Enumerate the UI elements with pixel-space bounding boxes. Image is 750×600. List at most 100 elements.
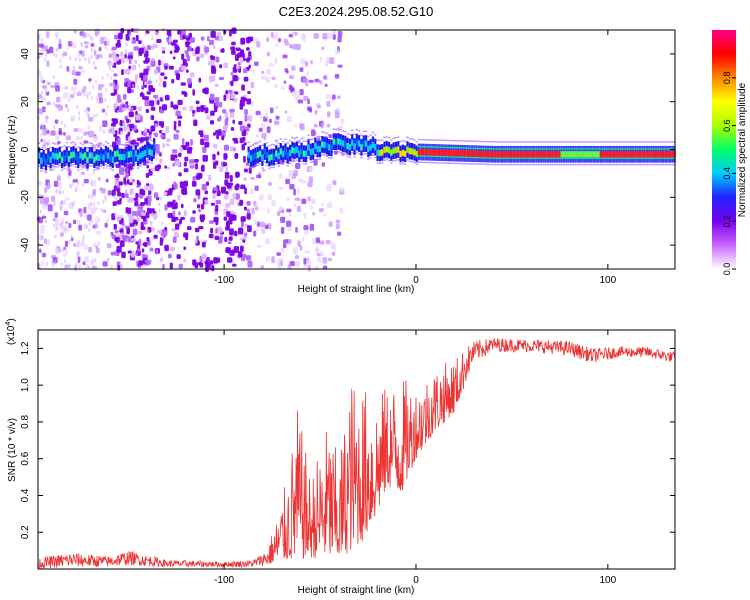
spectrogram-cell bbox=[101, 97, 104, 102]
spectrogram-cell bbox=[539, 148, 543, 150]
spectrogram-cell bbox=[597, 157, 600, 159]
spectrogram-cell bbox=[324, 83, 328, 87]
spectrogram-cell bbox=[223, 153, 228, 160]
spectrogram-cell bbox=[321, 141, 324, 148]
spectrogram-cell bbox=[172, 236, 177, 243]
spectrogram-cell bbox=[84, 44, 89, 49]
spectrogram-cell bbox=[278, 206, 284, 211]
spectrogram-cell bbox=[632, 151, 635, 158]
spectrogram-cell bbox=[273, 120, 280, 126]
spectrogram-cell bbox=[452, 162, 455, 165]
spectrogram-cell bbox=[339, 187, 344, 192]
spectrogram-cell bbox=[133, 197, 138, 201]
spectrogram-cell bbox=[332, 94, 336, 100]
spectrogram-cell bbox=[595, 157, 598, 159]
spectrogram-cell bbox=[109, 82, 114, 87]
spectrogram-cell bbox=[399, 140, 402, 143]
spectrogram-cell bbox=[179, 181, 185, 189]
spectrogram-cell bbox=[168, 188, 173, 196]
spectrogram-cell bbox=[137, 231, 143, 235]
spectrogram-cell bbox=[128, 182, 133, 186]
spectrogram-cell bbox=[131, 37, 134, 42]
spectrogram-cell bbox=[232, 119, 235, 124]
spectrogram-cell bbox=[204, 107, 209, 114]
spectrogram-cell bbox=[328, 156, 331, 159]
spectrogram-cell bbox=[668, 148, 672, 150]
spectrogram-cell bbox=[283, 38, 288, 43]
spectrogram-cell bbox=[205, 261, 211, 268]
spectrogram-cell bbox=[104, 97, 107, 102]
spectrogram-cell bbox=[360, 156, 363, 159]
spectrogram-cell bbox=[360, 144, 363, 151]
spectrogram-cell bbox=[519, 157, 522, 159]
spectrogram-cell bbox=[180, 203, 184, 209]
spectrogram-cell bbox=[88, 152, 91, 159]
spectrogram-cell bbox=[271, 256, 275, 264]
spectrogram-cell bbox=[231, 50, 236, 55]
spectrogram-cell bbox=[104, 111, 107, 116]
spectrogram-cell bbox=[512, 148, 515, 150]
spectrogram-ytick-label: 40 bbox=[20, 48, 31, 60]
spectrogram-cell bbox=[73, 78, 78, 85]
spectrogram-cell bbox=[218, 115, 222, 121]
spectrogram-cell bbox=[486, 163, 490, 166]
spectrogram-cell bbox=[288, 139, 292, 142]
spectrogram-cell bbox=[85, 214, 88, 219]
spectrogram-cell bbox=[177, 115, 183, 119]
spectrogram-cell bbox=[190, 139, 193, 146]
spectrogram-cell bbox=[168, 201, 175, 205]
spectrogram-cell bbox=[65, 135, 71, 141]
spectrogram-cell bbox=[190, 37, 195, 43]
spectrogram-cell bbox=[265, 151, 269, 159]
spectrogram-cell bbox=[78, 66, 83, 70]
spectrogram-cell bbox=[64, 220, 69, 225]
spectrogram-cell bbox=[84, 152, 87, 159]
spectrogram-cell bbox=[436, 149, 439, 156]
spectrogram-cell bbox=[263, 138, 266, 140]
spectrogram-cell bbox=[193, 158, 199, 163]
spectrogram-cell bbox=[243, 177, 247, 181]
spectrogram-cell bbox=[246, 47, 250, 51]
spectrogram-cell bbox=[325, 239, 331, 245]
spectrogram-cell bbox=[298, 163, 301, 165]
spectrogram-cell bbox=[316, 145, 319, 153]
spectrogram-cell bbox=[330, 144, 333, 152]
spectrogram-cell bbox=[123, 154, 126, 161]
spectrogram-cell bbox=[113, 194, 116, 199]
spectrogram-cell bbox=[307, 196, 311, 202]
spectrogram-cell bbox=[113, 105, 116, 110]
spectrogram-cell bbox=[181, 65, 187, 71]
spectrogram-cell bbox=[178, 120, 182, 127]
spectrogram-cell bbox=[213, 257, 219, 264]
spectrogram-cell bbox=[553, 148, 556, 150]
spectrogram-cell bbox=[558, 141, 561, 143]
spectrogram-cell bbox=[87, 114, 90, 119]
spectrogram-cell bbox=[585, 148, 589, 150]
spectrogram-cell bbox=[450, 149, 453, 157]
spectrogram-cell bbox=[83, 178, 89, 184]
spectrogram-xtick-label: -100 bbox=[214, 275, 234, 286]
spectrogram-cell bbox=[429, 149, 432, 156]
spectrogram-cell bbox=[289, 43, 292, 49]
spectrogram-cell bbox=[81, 143, 84, 146]
spectrogram-cell bbox=[201, 105, 205, 111]
spectrogram-cell bbox=[282, 54, 288, 59]
spectrogram-cell bbox=[305, 150, 308, 157]
spectrogram-cell bbox=[299, 67, 304, 72]
spectrogram-cell bbox=[274, 105, 279, 110]
spectrogram-cell bbox=[295, 43, 301, 51]
spectrogram-cell bbox=[378, 139, 381, 142]
spectrogram-cell bbox=[47, 204, 53, 212]
spectrogram-cell bbox=[168, 65, 175, 70]
spectrogram-cell bbox=[539, 163, 543, 166]
spectrogram-cell bbox=[119, 167, 125, 175]
spectrogram-cell bbox=[486, 150, 490, 158]
spectrogram-cell bbox=[116, 245, 122, 253]
spectrogram-cell bbox=[261, 70, 265, 74]
spectrogram-cell bbox=[91, 258, 94, 263]
spectrogram-cell bbox=[137, 182, 142, 186]
spectrogram-cell bbox=[103, 129, 106, 134]
spectrogram-cell bbox=[468, 163, 471, 165]
spectrogram-cell bbox=[49, 156, 52, 163]
spectrogram-cell bbox=[288, 213, 292, 217]
